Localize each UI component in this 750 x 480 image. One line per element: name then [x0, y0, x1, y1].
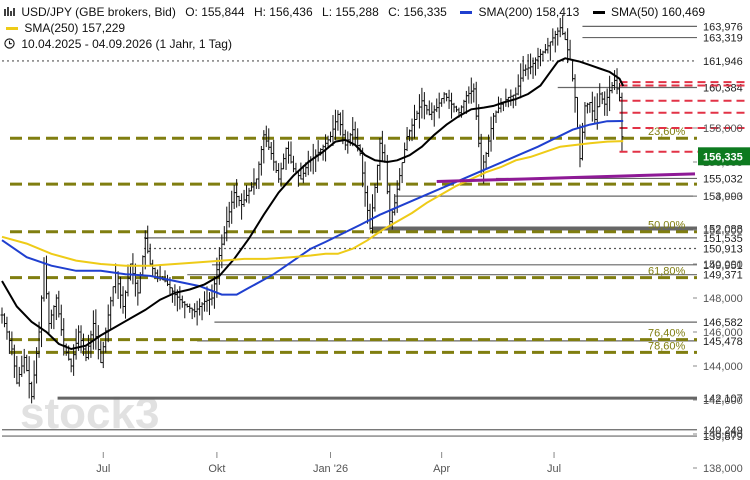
current-price-badge [698, 147, 750, 166]
sma50-label: SMA(50) [610, 5, 659, 19]
fib-level-label: 50,00% [648, 220, 686, 232]
y-tick-label: 158,000 [703, 123, 743, 135]
legend-row-1: USD/JPY (GBE brokers, Bid) O: 155,844 H:… [4, 4, 711, 20]
sma250-label: SMA(250) [24, 21, 79, 35]
instrument-name: USD/JPY (GBE brokers, Bid) [21, 5, 176, 19]
close-label: C: [388, 5, 401, 19]
level-label: 149,371 [703, 270, 743, 282]
clock-icon [4, 37, 15, 49]
y-tick-label: 140,000 [703, 429, 743, 441]
sma250-line [1, 140, 624, 267]
fib-level-label: 23,60% [648, 126, 686, 138]
close-value: 156,335 [403, 5, 447, 19]
sma200-line [1, 120, 624, 296]
high-value: 156,436 [269, 5, 313, 19]
level-label: 146,582 [703, 317, 743, 329]
level-label: 151,535 [703, 233, 743, 245]
trendline[interactable] [436, 172, 696, 184]
level-label: 139,879 [703, 431, 743, 443]
level-label: 161,946 [703, 56, 743, 68]
legend-row-3: 10.04.2025 - 04.09.2026 (1 Jahr, 1 Tag) [4, 36, 711, 52]
level-label: 163,319 [703, 33, 743, 45]
fib-level-label: 61,80% [648, 266, 686, 278]
sma250-value: 157,229 [81, 21, 126, 35]
level-label: 140,249 [703, 425, 743, 437]
low-label: L: [322, 5, 333, 19]
sma200-value: 158,413 [535, 5, 580, 19]
y-tick-label: 152,000 [703, 225, 743, 237]
sma250-swatch [6, 27, 18, 31]
open-value: 155,844 [201, 5, 245, 19]
high-label: H: [253, 5, 266, 19]
level-label: 150,913 [703, 243, 743, 255]
low-value: 155,288 [335, 5, 379, 19]
chart-type-icon[interactable] [4, 5, 15, 16]
x-tick-label: Jul [96, 463, 110, 475]
y-tick-label: 154,000 [703, 191, 743, 203]
level-label: 155,032 [703, 173, 743, 185]
y-tick-label: 146,000 [703, 327, 743, 339]
level-label: 152,088 [703, 224, 743, 236]
fib-level-label: 76,40% [648, 328, 686, 340]
y-tick-label: 142,000 [703, 395, 743, 407]
chart-legend: USD/JPY (GBE brokers, Bid) O: 155,844 H:… [4, 4, 711, 52]
legend-row-2: SMA(250) 157,229 [4, 20, 711, 36]
level-label: 142,107 [703, 393, 743, 405]
x-tick-label: Jan '26 [313, 463, 348, 475]
period-label[interactable]: 10.04.2025 - 04.09.2026 (1 Jahr, 1 Tag) [21, 37, 232, 51]
watermark-logo: stock3 [20, 389, 159, 438]
level-label: 163,976 [703, 21, 743, 33]
current-price-label: 156,335 [703, 151, 743, 163]
y-tick-label: 148,000 [703, 293, 743, 305]
x-tick-label: Okt [208, 463, 225, 475]
y-tick-label: 138,000 [703, 463, 743, 475]
sma200-label: SMA(200) [478, 5, 533, 19]
level-label: 149,951 [703, 260, 743, 272]
sma200-swatch [460, 11, 473, 15]
sma50-value: 160,469 [661, 5, 706, 19]
level-label: 153,993 [703, 191, 743, 203]
x-tick-label: Jul [547, 463, 561, 475]
y-tick-label: 144,000 [703, 361, 743, 373]
level-label: 160,384 [703, 82, 743, 94]
level-label: 145,478 [703, 336, 743, 348]
x-tick-label: Apr [433, 463, 450, 475]
open-label: O: [185, 5, 198, 19]
y-tick-label: 150,000 [703, 259, 743, 271]
sma50-line [1, 57, 625, 351]
sma50-swatch [592, 11, 605, 15]
fib-level-label: 78,60% [648, 340, 686, 352]
